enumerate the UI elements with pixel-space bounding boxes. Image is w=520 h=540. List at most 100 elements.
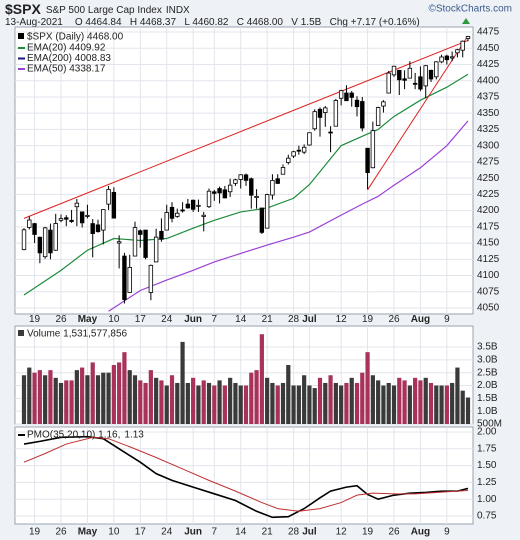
x-tick-label: 19	[362, 527, 374, 538]
volume-bar	[370, 375, 375, 424]
volume-bar	[217, 380, 222, 424]
candle-body	[116, 241, 122, 244]
volume-bar	[32, 372, 37, 424]
volume-bar	[386, 382, 391, 424]
volume-bar	[191, 377, 196, 424]
y-tick-label: 1.0B	[477, 406, 498, 417]
x-tick-label: 12	[336, 314, 348, 325]
y-tick-label: 4100	[477, 270, 500, 281]
x-tick-label: 9	[444, 314, 450, 325]
up-arrow	[462, 18, 470, 24]
x-tick-label: May	[78, 314, 98, 325]
x-tick-label: Jul	[302, 527, 317, 538]
candle-body	[280, 167, 286, 175]
candle-body	[312, 111, 317, 130]
volume-bar	[37, 370, 42, 424]
candle-body	[407, 67, 413, 79]
pmo-panel	[14, 426, 474, 525]
legend-marker	[18, 33, 24, 39]
candle-body	[175, 212, 180, 217]
volume-bar	[85, 375, 90, 424]
candle-body	[85, 214, 90, 217]
volume-bar	[222, 385, 227, 424]
volume-bar	[233, 382, 238, 424]
candle-body	[90, 223, 95, 234]
legend-marker	[18, 330, 24, 336]
volume-plot	[21, 334, 471, 424]
candle-body	[180, 209, 185, 212]
volume-bar	[228, 377, 233, 424]
volume-bar	[455, 367, 460, 424]
volume-bar	[291, 385, 296, 424]
candle-body	[449, 56, 455, 59]
price-plot	[21, 35, 471, 312]
y-tick-label: 4250	[477, 173, 500, 184]
y-tick-label: 3.5B	[477, 342, 498, 353]
candle-body	[212, 191, 217, 194]
header-title: $SPX S&P 500 Large Cap Index INDX	[5, 1, 190, 17]
index-name: S&P 500 Large Cap Index	[46, 5, 162, 16]
candle-body	[185, 203, 191, 209]
candle-body	[201, 214, 206, 217]
candle-body	[344, 92, 349, 102]
candle-body	[439, 56, 444, 63]
volume-bar	[132, 375, 138, 424]
volume-bar	[159, 380, 164, 424]
volume-bar	[106, 372, 111, 424]
candle-body	[391, 65, 397, 76]
x-tick-label: 14	[235, 314, 247, 325]
volume-bar	[444, 385, 449, 424]
candle-body	[233, 179, 238, 184]
volume-bar	[354, 382, 360, 424]
x-tick-label: 21	[262, 527, 274, 538]
quote-values: O 4464.84 H 4468.37 L 4460.82 C 4468.00 …	[75, 17, 420, 28]
candle-body	[370, 130, 376, 169]
volume-bar	[413, 377, 418, 424]
candle-body	[122, 255, 127, 300]
x-tick-label: 7	[212, 527, 218, 538]
y-tick-label: 4325	[477, 124, 500, 135]
candle-body	[444, 55, 450, 61]
candle-body	[132, 227, 138, 257]
legend-label: Volume 1,531,577,856	[27, 329, 128, 340]
header-quote: 13-Aug-2021 O 4464.84 H 4468.37 L 4460.82…	[5, 17, 420, 28]
y-tick-label: 2.5B	[477, 367, 498, 378]
volume-bar	[328, 375, 333, 424]
candle-body	[423, 65, 428, 87]
x-tick-label: 19	[362, 314, 374, 325]
y-tick-label: 4150	[477, 238, 500, 249]
volume-bar	[21, 375, 27, 424]
volume-bar	[418, 380, 423, 424]
candle-body	[360, 101, 365, 129]
volume-bar	[243, 385, 249, 424]
volume-bar	[317, 377, 323, 424]
candle-body	[95, 224, 101, 233]
volume-bar	[360, 372, 365, 424]
ema-line	[108, 120, 469, 312]
candle-body	[349, 92, 354, 98]
volume-bar	[270, 382, 275, 424]
volume-bar	[48, 370, 53, 424]
candle-body	[259, 207, 265, 233]
candle-body	[249, 178, 254, 196]
volume-bar	[397, 377, 402, 424]
y-tick-label: 4175	[477, 221, 500, 232]
volume-bar	[323, 382, 328, 424]
candle-body	[397, 69, 402, 81]
volume-bar	[349, 377, 354, 424]
volume-bar	[465, 397, 471, 424]
x-tick-label: 24	[161, 314, 173, 325]
y-tick-label: 4450	[477, 43, 500, 54]
candle-body	[317, 108, 323, 118]
y-tick-label: 1.00	[477, 494, 497, 505]
candle-body	[428, 69, 434, 80]
x-tick-label: 21	[262, 314, 274, 325]
candle-body	[159, 230, 164, 240]
candle-body	[143, 229, 148, 258]
candle-body	[206, 190, 212, 208]
candle-body	[264, 194, 270, 229]
candle-body	[37, 236, 43, 254]
candle-body	[307, 132, 312, 146]
volume-bar	[391, 385, 397, 424]
